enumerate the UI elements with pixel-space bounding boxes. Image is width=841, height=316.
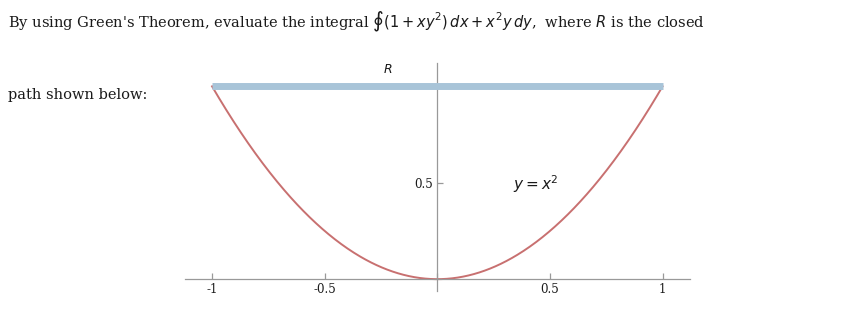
Text: path shown below:: path shown below: bbox=[8, 88, 148, 102]
Text: $R$: $R$ bbox=[383, 63, 392, 76]
Text: By using Green's Theorem, evaluate the integral $\oint(1+xy^2)\,dx+x^2y\,dy$,  w: By using Green's Theorem, evaluate the i… bbox=[8, 9, 706, 33]
Text: $y=x^2$: $y=x^2$ bbox=[513, 173, 558, 195]
